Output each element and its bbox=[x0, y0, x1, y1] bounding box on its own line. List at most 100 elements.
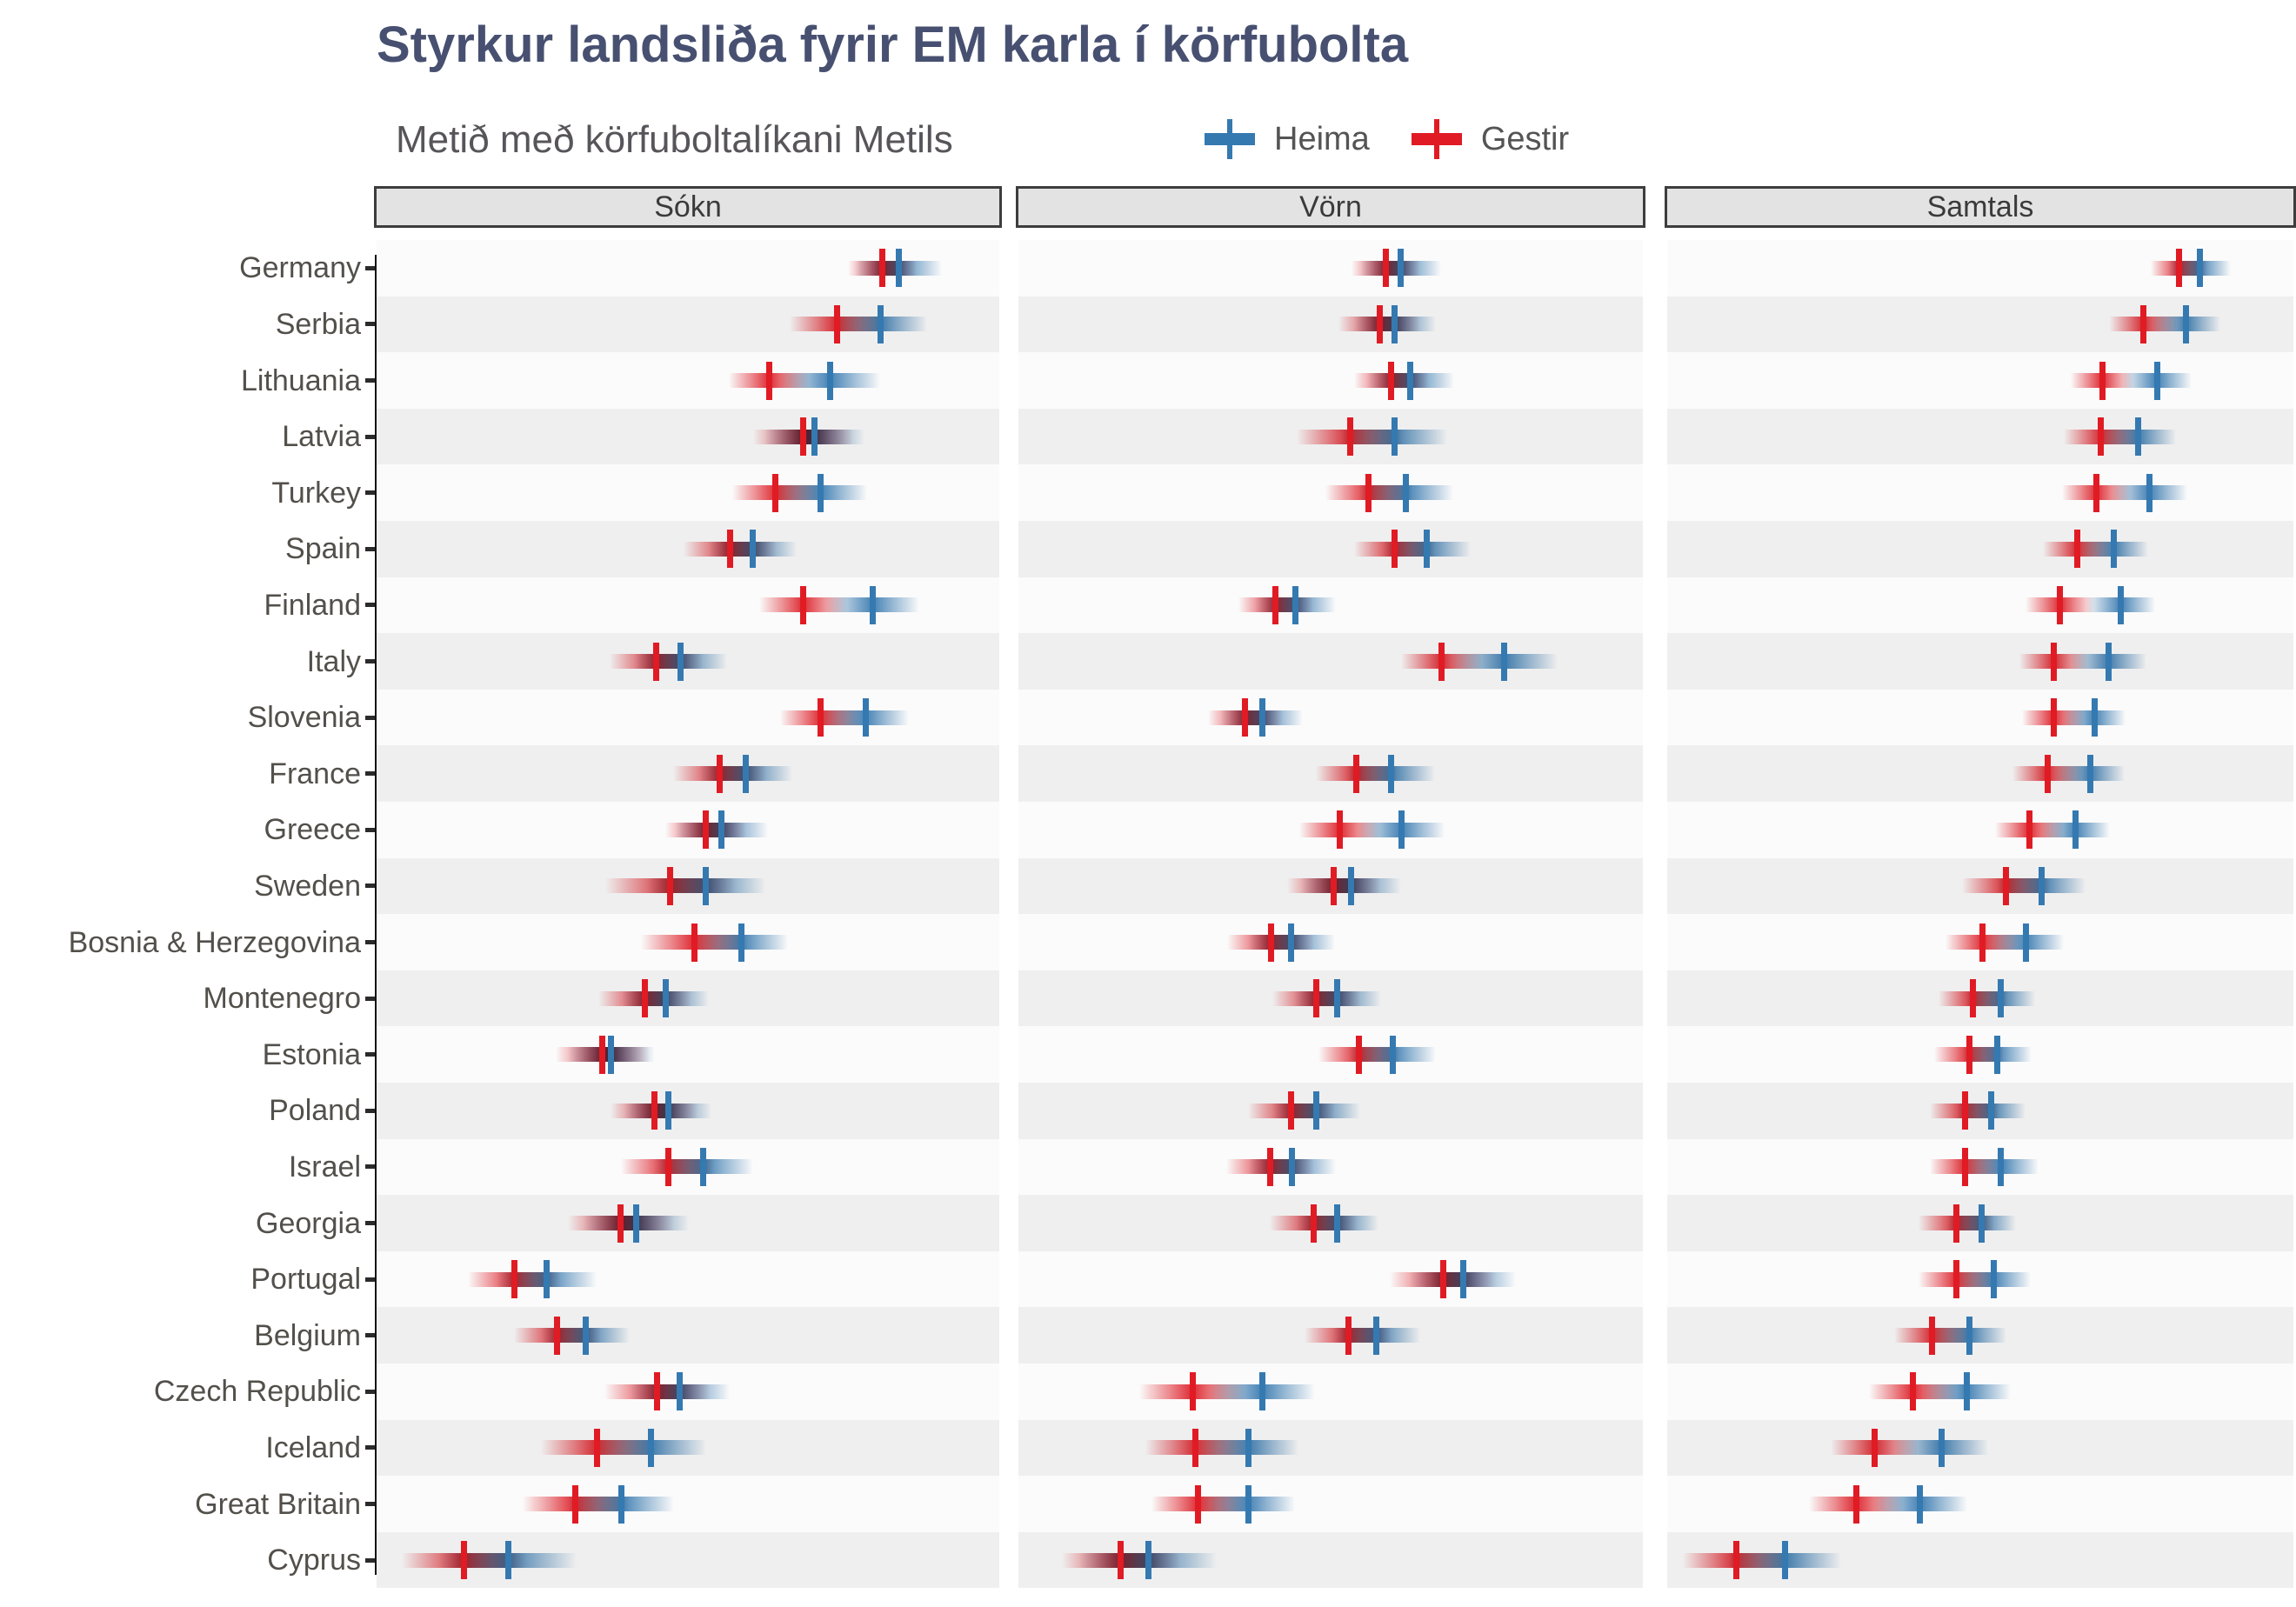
median-tick-heima bbox=[1397, 249, 1404, 288]
page-title: Styrkur landsliða fyrir EM karla í körfu… bbox=[377, 17, 1409, 73]
heima-marker-band bbox=[1205, 133, 1255, 145]
row-stripe bbox=[377, 1307, 999, 1364]
median-tick-gestir bbox=[1118, 1541, 1125, 1580]
y-tick bbox=[365, 996, 375, 1001]
y-tick bbox=[365, 490, 375, 496]
median-tick-gestir bbox=[703, 810, 710, 850]
row-label-montenegro: Montenegro bbox=[203, 982, 361, 1016]
median-tick-heima bbox=[1501, 642, 1508, 681]
median-tick-gestir bbox=[2074, 530, 2081, 569]
row-label-latvia: Latvia bbox=[282, 420, 361, 454]
median-tick-heima bbox=[1389, 1035, 1396, 1074]
median-tick-heima bbox=[1987, 1091, 1994, 1130]
median-tick-gestir bbox=[1355, 1035, 1362, 1074]
median-tick-heima bbox=[677, 642, 684, 681]
row-stripe bbox=[1667, 352, 2293, 409]
median-tick-heima bbox=[1964, 1372, 1971, 1411]
y-tick bbox=[365, 715, 375, 720]
facet-panel-samtals bbox=[1667, 240, 2293, 1589]
median-tick-gestir bbox=[1391, 530, 1398, 569]
median-tick-gestir bbox=[1871, 1428, 1878, 1467]
row-label-italy: Italy bbox=[306, 644, 361, 678]
row-label-slovenia: Slovenia bbox=[247, 701, 361, 735]
median-tick-heima bbox=[1245, 1484, 1251, 1524]
row-stripe bbox=[377, 464, 999, 521]
median-tick-gestir bbox=[664, 1147, 671, 1186]
median-tick-heima bbox=[703, 866, 710, 905]
row-stripe bbox=[1667, 577, 2293, 634]
median-tick-gestir bbox=[1331, 866, 1338, 905]
median-tick-heima bbox=[647, 1428, 654, 1467]
legend: Heima Gestir bbox=[1205, 115, 1592, 163]
median-tick-gestir bbox=[642, 979, 649, 1018]
median-tick-gestir bbox=[1382, 249, 1389, 288]
median-tick-gestir bbox=[1311, 1204, 1318, 1243]
median-tick-heima bbox=[818, 473, 824, 512]
median-tick-heima bbox=[664, 1091, 671, 1130]
median-tick-heima bbox=[2110, 530, 2117, 569]
median-tick-heima bbox=[1245, 1428, 1251, 1467]
median-tick-gestir bbox=[1439, 1260, 1446, 1299]
median-tick-gestir bbox=[772, 473, 779, 512]
y-tick bbox=[365, 378, 375, 383]
median-tick-gestir bbox=[651, 1091, 657, 1130]
median-tick-gestir bbox=[1272, 585, 1279, 624]
median-tick-heima bbox=[1424, 530, 1431, 569]
y-tick bbox=[365, 265, 375, 270]
row-stripe bbox=[1667, 1476, 2293, 1532]
median-tick-heima bbox=[2106, 642, 2112, 681]
y-tick bbox=[365, 1557, 375, 1563]
median-tick-gestir bbox=[1961, 1147, 1968, 1186]
median-tick-heima bbox=[2023, 923, 2030, 962]
median-tick-heima bbox=[700, 1147, 707, 1186]
row-label-czech-republic: Czech Republic bbox=[153, 1375, 361, 1409]
y-tick bbox=[365, 659, 375, 663]
median-tick-heima bbox=[1258, 1372, 1265, 1411]
row-stripe bbox=[377, 408, 999, 465]
median-tick-gestir bbox=[511, 1260, 517, 1299]
median-tick-gestir bbox=[2099, 361, 2106, 400]
median-tick-heima bbox=[1781, 1541, 1788, 1580]
median-tick-heima bbox=[1998, 979, 2005, 1018]
median-tick-gestir bbox=[799, 417, 806, 457]
y-tick bbox=[365, 771, 375, 777]
median-tick-gestir bbox=[1288, 1091, 1295, 1130]
y-tick bbox=[365, 1221, 375, 1225]
median-tick-gestir bbox=[1388, 361, 1395, 400]
median-tick-gestir bbox=[799, 585, 806, 624]
heima-marker-icon bbox=[1205, 117, 1255, 161]
median-tick-gestir bbox=[617, 1204, 624, 1243]
median-tick-heima bbox=[2091, 698, 2098, 737]
median-tick-heima bbox=[811, 417, 818, 457]
median-tick-heima bbox=[2117, 585, 2124, 624]
legend-label-gestir: Gestir bbox=[1480, 120, 1570, 157]
median-tick-heima bbox=[1966, 1316, 1972, 1355]
median-tick-heima bbox=[2146, 473, 2152, 512]
y-tick bbox=[365, 322, 375, 327]
median-tick-gestir bbox=[1438, 642, 1445, 681]
row-stripe bbox=[1667, 633, 2293, 690]
y-tick bbox=[365, 827, 375, 832]
row-label-georgia: Georgia bbox=[256, 1206, 361, 1240]
row-stripe bbox=[1667, 464, 2293, 521]
median-tick-gestir bbox=[878, 249, 885, 288]
facet-panel-vorn bbox=[1018, 240, 1643, 1589]
facet-header-samtals: Samtals bbox=[1665, 186, 2296, 228]
legend-label-heima: Heima bbox=[1274, 120, 1370, 157]
median-tick-heima bbox=[2039, 866, 2046, 905]
row-label-turkey: Turkey bbox=[271, 476, 361, 510]
median-tick-gestir bbox=[1961, 1091, 1968, 1130]
median-tick-heima bbox=[1288, 923, 1295, 962]
row-label-belgium: Belgium bbox=[254, 1318, 361, 1352]
median-tick-gestir bbox=[1267, 923, 1274, 962]
row-stripe bbox=[377, 1026, 999, 1083]
median-tick-gestir bbox=[1953, 1204, 1960, 1243]
median-tick-gestir bbox=[1192, 1428, 1199, 1467]
row-stripe bbox=[377, 352, 999, 409]
median-tick-heima bbox=[1398, 810, 1405, 850]
median-tick-gestir bbox=[652, 642, 659, 681]
median-tick-heima bbox=[1312, 1091, 1319, 1130]
row-label-great-britain: Great Britain bbox=[195, 1487, 361, 1521]
median-tick-heima bbox=[504, 1541, 511, 1580]
row-stripe bbox=[1667, 408, 2293, 465]
